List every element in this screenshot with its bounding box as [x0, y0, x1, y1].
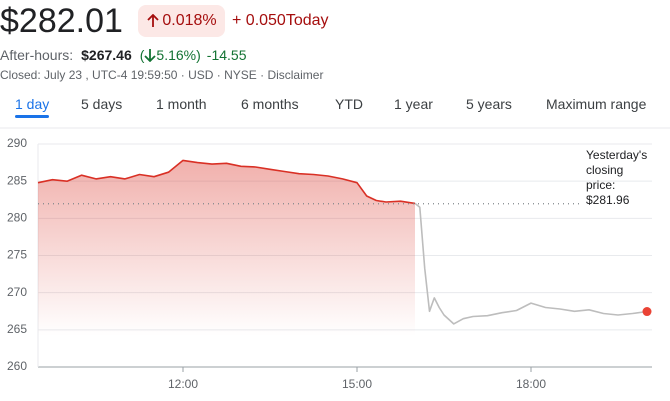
- change-period: Today: [285, 12, 329, 29]
- y-tick-label: 265: [7, 322, 27, 336]
- range-tab[interactable]: 1 month: [156, 96, 207, 112]
- range-tab[interactable]: 1 year: [394, 96, 433, 112]
- price-line: [37, 159, 416, 205]
- status: Closed: July 23 , UTC-4 19:59:50 · USD ·…: [0, 68, 323, 82]
- disclaimer-link[interactable]: Disclaimer: [267, 68, 324, 82]
- range-tab[interactable]: 5 days: [81, 96, 123, 112]
- area: [38, 160, 415, 367]
- up-arrow: [147, 14, 159, 27]
- paren: (: [139, 47, 145, 63]
- y-tick-label: 270: [7, 285, 27, 299]
- down-arrow: [144, 49, 157, 62]
- y-tick-label: 260: [7, 359, 27, 373]
- range-tab[interactable]: YTD: [335, 96, 363, 112]
- range-tab[interactable]: 6 months: [241, 96, 299, 112]
- reference-value: $281.96: [586, 193, 630, 207]
- range-tab[interactable]: Maximum range: [546, 96, 647, 112]
- x-tick-label: 15:00: [342, 377, 372, 391]
- after-hours-percent: 5.16%: [156, 47, 197, 63]
- status-text: Closed: July 23 , UTC-4 19:59:50 · USD ·…: [0, 68, 268, 82]
- y-tick-label: 280: [7, 211, 27, 225]
- range-tab[interactable]: 1 day: [15, 96, 50, 118]
- change-badge: 0.018%: [138, 5, 225, 37]
- last-point: [642, 307, 652, 317]
- change-percent: 0.018%: [162, 12, 217, 29]
- y-tick-label: 275: [7, 248, 27, 262]
- price: $282.01: [0, 2, 123, 40]
- range-tab[interactable]: 5 years: [466, 96, 512, 112]
- change: + 0.050Today: [232, 12, 329, 30]
- reference-note: Yesterday's closing price: $281.96: [586, 148, 656, 208]
- after-hours: After-hours: $267.46 ( 5.16% ) -14.55: [0, 47, 247, 63]
- after-hours-change: -14.55: [206, 47, 247, 63]
- y-tick-label: 290: [7, 136, 27, 150]
- reference-label: Yesterday's closing price:: [586, 148, 648, 192]
- y-tick-label: 285: [7, 173, 27, 187]
- x-tick-label: 12:00: [168, 377, 198, 391]
- after-hours-label: After-hours:: [0, 47, 74, 63]
- after-hours-price: $267.46: [81, 47, 132, 63]
- x-tick-label: 18:00: [516, 377, 546, 391]
- change-value: + 0.050: [232, 12, 286, 29]
- price-line: [414, 202, 648, 325]
- range-tabs: 1 day 5 days 1 month 6 months YTD 1 year 5 yea…: [0, 96, 670, 118]
- paren: ): [196, 47, 201, 63]
